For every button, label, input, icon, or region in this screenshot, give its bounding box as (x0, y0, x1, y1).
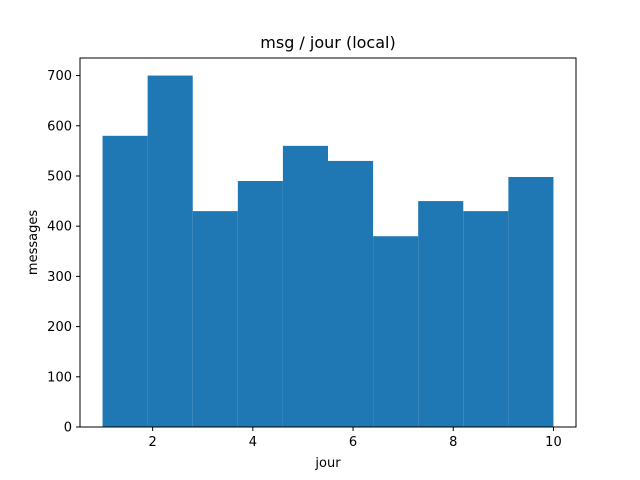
histogram-bar (192, 211, 238, 427)
histogram-bar (508, 176, 554, 427)
y-tick-label: 200 (47, 320, 72, 335)
y-tick-label: 400 (47, 220, 72, 235)
y-tick-label: 0 (64, 421, 72, 436)
y-axis-ticks: 0 100 200 300 400 500 600 700 (47, 69, 80, 436)
x-tick-label: 8 (449, 435, 457, 450)
histogram-bar (463, 211, 509, 427)
histogram-bar (282, 145, 328, 427)
histogram-bar (102, 135, 148, 427)
y-tick-label: 700 (47, 69, 72, 84)
plot-frame (79, 57, 577, 428)
y-tick-label: 500 (47, 169, 72, 184)
x-tick-label: 6 (349, 435, 357, 450)
y-tick-label: 300 (47, 270, 72, 285)
chart-title: msg / jour (local) (260, 33, 395, 52)
y-tick-label: 100 (47, 370, 72, 385)
histogram-bar (147, 75, 193, 428)
y-axis-label: messages (26, 210, 41, 275)
y-tick-label: 600 (47, 119, 72, 134)
bars-group (102, 75, 554, 428)
x-tick-label: 4 (249, 435, 257, 450)
histogram-bar (418, 201, 464, 427)
x-tick-label: 2 (149, 435, 157, 450)
x-axis-ticks: 2 4 6 8 10 (149, 427, 562, 450)
histogram-bar (328, 160, 374, 427)
x-axis-label: jour (314, 456, 341, 471)
x-tick-label: 10 (545, 435, 562, 450)
histogram-bar (237, 181, 283, 427)
histogram-bar (373, 236, 419, 427)
